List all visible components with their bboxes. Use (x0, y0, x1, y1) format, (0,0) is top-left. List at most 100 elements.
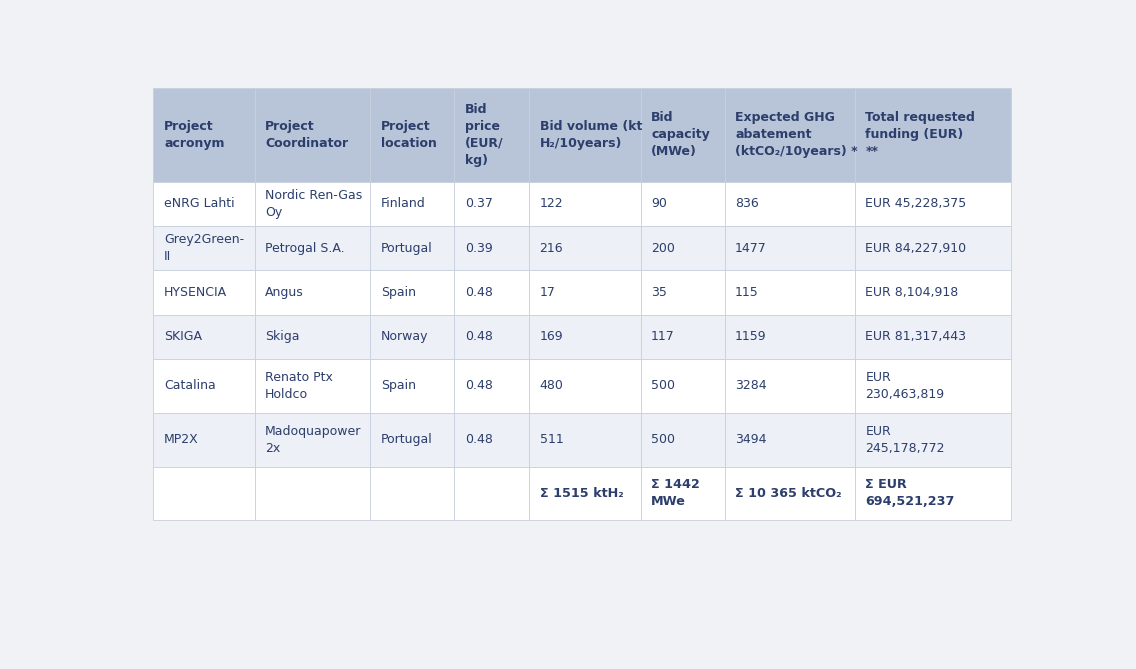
Bar (855, 413, 1011, 467)
Bar (254, 270, 370, 314)
Text: 0.48: 0.48 (465, 433, 493, 446)
Text: 117: 117 (651, 330, 675, 343)
Bar (454, 467, 529, 520)
Bar (153, 226, 254, 270)
Bar (529, 226, 641, 270)
Text: Project
location: Project location (381, 120, 437, 150)
Text: Expected GHG
abatement
(ktCO₂/10years) *: Expected GHG abatement (ktCO₂/10years) * (735, 111, 858, 159)
Text: 122: 122 (540, 197, 563, 211)
Bar (153, 359, 254, 413)
Bar (725, 182, 855, 226)
Text: EUR
230,463,819: EUR 230,463,819 (866, 371, 944, 401)
Text: Bid
capacity
(MWe): Bid capacity (MWe) (651, 111, 710, 159)
Text: 511: 511 (540, 433, 563, 446)
Bar (641, 413, 725, 467)
Text: Σ 1515 ktH₂: Σ 1515 ktH₂ (540, 486, 624, 500)
Bar (370, 314, 454, 359)
Bar (641, 359, 725, 413)
Text: Project
acronym: Project acronym (164, 120, 225, 150)
Text: 35: 35 (651, 286, 667, 299)
Bar (725, 88, 855, 182)
Text: Project
Coordinator: Project Coordinator (265, 120, 349, 150)
Text: EUR 45,228,375: EUR 45,228,375 (866, 197, 967, 211)
Text: SKIGA: SKIGA (164, 330, 202, 343)
Text: Spain: Spain (381, 379, 416, 392)
Text: Renato Ptx
Holdco: Renato Ptx Holdco (265, 371, 333, 401)
Text: 500: 500 (651, 433, 675, 446)
Text: Total requested
funding (EUR)
**: Total requested funding (EUR) ** (866, 111, 976, 159)
Text: 0.39: 0.39 (465, 242, 493, 255)
Bar (855, 182, 1011, 226)
Text: Spain: Spain (381, 286, 416, 299)
Text: 0.48: 0.48 (465, 330, 493, 343)
Bar (529, 467, 641, 520)
Bar (454, 88, 529, 182)
Bar (254, 314, 370, 359)
Bar (454, 314, 529, 359)
Text: 0.48: 0.48 (465, 379, 493, 392)
Text: Nordic Ren-Gas
Oy: Nordic Ren-Gas Oy (265, 189, 362, 219)
Bar (254, 359, 370, 413)
Text: MP2X: MP2X (164, 433, 199, 446)
Text: Catalina: Catalina (164, 379, 216, 392)
Bar (370, 88, 454, 182)
Text: 1159: 1159 (735, 330, 767, 343)
Text: 115: 115 (735, 286, 759, 299)
Bar (370, 226, 454, 270)
Text: Finland: Finland (381, 197, 426, 211)
Text: 169: 169 (540, 330, 563, 343)
Text: 216: 216 (540, 242, 563, 255)
Bar (855, 314, 1011, 359)
Bar (641, 226, 725, 270)
Bar (725, 359, 855, 413)
Bar (725, 270, 855, 314)
Bar (254, 413, 370, 467)
Bar (529, 314, 641, 359)
Bar (254, 226, 370, 270)
Text: 836: 836 (735, 197, 759, 211)
Bar (153, 413, 254, 467)
Bar (370, 467, 454, 520)
Text: Petrogal S.A.: Petrogal S.A. (265, 242, 345, 255)
Text: Σ 1442
MWe: Σ 1442 MWe (651, 478, 700, 508)
Text: 3284: 3284 (735, 379, 767, 392)
Bar (153, 467, 254, 520)
Bar (454, 226, 529, 270)
Bar (153, 270, 254, 314)
Bar (855, 226, 1011, 270)
Text: 0.48: 0.48 (465, 286, 493, 299)
Text: HYSENCIA: HYSENCIA (164, 286, 227, 299)
Text: 200: 200 (651, 242, 675, 255)
Bar (454, 270, 529, 314)
Text: Portugal: Portugal (381, 242, 433, 255)
Bar (725, 226, 855, 270)
Bar (454, 182, 529, 226)
Text: Grey2Green-
II: Grey2Green- II (164, 233, 244, 263)
Text: 90: 90 (651, 197, 667, 211)
Text: EUR
245,178,772: EUR 245,178,772 (866, 425, 945, 454)
Text: Angus: Angus (265, 286, 304, 299)
Text: Norway: Norway (381, 330, 428, 343)
Text: Bid volume (kt
H₂/10years): Bid volume (kt H₂/10years) (540, 120, 642, 150)
Text: Madoquapower
2x: Madoquapower 2x (265, 425, 361, 454)
Text: 17: 17 (540, 286, 556, 299)
Bar (855, 270, 1011, 314)
Bar (855, 88, 1011, 182)
Bar (641, 314, 725, 359)
Bar (370, 359, 454, 413)
Bar (529, 182, 641, 226)
Bar (153, 88, 254, 182)
Text: Bid
price
(EUR/
kg): Bid price (EUR/ kg) (465, 103, 503, 167)
Bar (370, 182, 454, 226)
Bar (641, 467, 725, 520)
Bar (370, 270, 454, 314)
Text: Σ 10 365 ktCO₂: Σ 10 365 ktCO₂ (735, 486, 842, 500)
Text: eNRG Lahti: eNRG Lahti (164, 197, 235, 211)
Text: Portugal: Portugal (381, 433, 433, 446)
Bar (153, 182, 254, 226)
Bar (855, 467, 1011, 520)
Bar (454, 359, 529, 413)
Bar (641, 88, 725, 182)
Text: 500: 500 (651, 379, 675, 392)
Text: Skiga: Skiga (265, 330, 300, 343)
